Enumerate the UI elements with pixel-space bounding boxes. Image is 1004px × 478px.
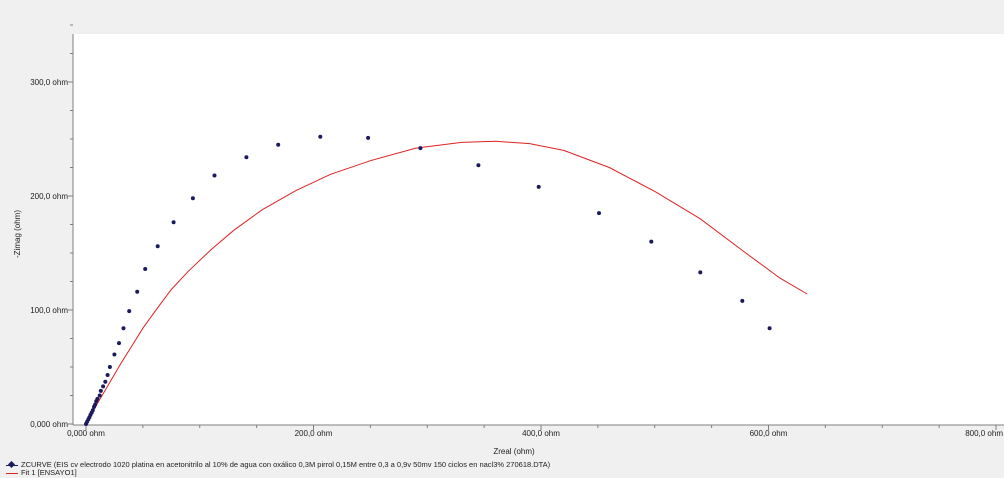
data-point [212, 173, 217, 178]
data-point [318, 134, 323, 139]
data-point [117, 341, 121, 346]
y-tick-label: 200,0 ohm [30, 192, 68, 201]
data-point [90, 408, 95, 413]
data-point [698, 270, 703, 275]
x-tick-label: 800,0 ohm [965, 429, 1003, 438]
data-point [98, 388, 103, 393]
y-axis-title: -Zimag (ohm) [13, 210, 22, 258]
data-point [135, 289, 140, 294]
legend-label-fit: Fit 1 [ENSAYO1] [21, 468, 77, 477]
data-point [476, 163, 481, 168]
legend-entry-fit: Fit 1 [ENSAYO1] [6, 469, 996, 477]
data-point [143, 267, 148, 271]
tick-labels: 0,000 ohm 200,0 ohm 400,0 ohm 600,0 ohm 800,… [30, 78, 1003, 438]
y-tick-label: 100,0 ohm [30, 306, 68, 315]
data-point [649, 239, 654, 244]
data-point [127, 309, 132, 314]
x-axis-title: Zreal (ohm) [493, 447, 535, 456]
data-point [597, 211, 601, 216]
data-point [244, 155, 249, 160]
data-point [103, 379, 108, 384]
data-point [740, 298, 745, 303]
data-point [767, 326, 772, 331]
diamond-marker-icon [6, 461, 18, 469]
data-point [536, 184, 541, 189]
data-point [171, 220, 176, 225]
data-point [107, 365, 112, 369]
series-layer [84, 134, 808, 426]
data-point [418, 146, 423, 151]
legend-entry-zcurve: ZCURVE (EIS cv electrodo 1020 platina en… [6, 461, 996, 469]
data-point [366, 135, 371, 140]
x-tick-label: 0,000 ohm [67, 429, 105, 438]
data-point [155, 244, 160, 249]
data-point [101, 384, 106, 389]
legend: ZCURVE (EIS cv electrodo 1020 platina en… [6, 461, 996, 478]
data-point [121, 326, 126, 331]
axes [72, 34, 1004, 426]
fit-line [85, 140, 808, 425]
data-point [105, 373, 110, 377]
plot-area [73, 34, 1004, 425]
x-tick-label: 400,0 ohm [522, 429, 560, 438]
data-point [93, 402, 98, 407]
y-tick-label: 300,0 ohm [30, 78, 68, 87]
data-point [190, 196, 195, 201]
x-tick-label: 600,0 ohm [750, 429, 788, 438]
data-point [97, 393, 102, 398]
x-tick-label: 200,0 ohm [295, 429, 333, 438]
data-point [95, 396, 100, 401]
data-point [112, 352, 117, 357]
data-point [276, 142, 281, 147]
legend-label-zcurve: ZCURVE (EIS cv electrodo 1020 platina en… [21, 461, 551, 469]
y-tick-label: 0,000 ohm [30, 420, 68, 429]
line-marker-icon [6, 469, 18, 477]
